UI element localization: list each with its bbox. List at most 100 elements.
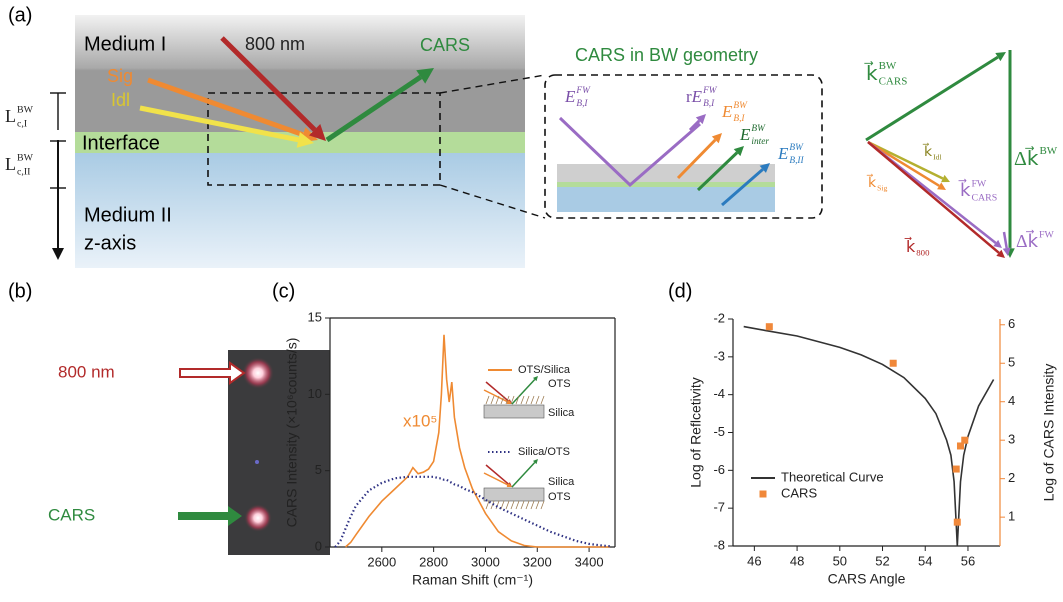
hatch <box>520 500 525 510</box>
legend-label: OTS <box>548 378 571 390</box>
base: E <box>721 102 733 121</box>
zoom-box <box>207 92 441 186</box>
base: E <box>691 87 703 106</box>
base: E <box>777 144 789 163</box>
interface-label: Interface <box>82 132 160 154</box>
superscript: BW <box>751 124 766 134</box>
y-tick-label: -2 <box>713 310 725 325</box>
y-tick-label: -6 <box>713 462 725 477</box>
arrow-head <box>996 249 1005 258</box>
arrow <box>676 138 717 180</box>
arrow-head <box>416 68 434 84</box>
arrow <box>867 141 1000 254</box>
y-tick-label: 0 <box>315 538 322 553</box>
subscript: CARS <box>971 193 997 204</box>
arrow-head <box>296 132 314 148</box>
superscript: BW <box>879 60 897 72</box>
data-line <box>334 475 610 548</box>
panel-tag: (a) <box>8 4 32 26</box>
y-tick-label: -7 <box>713 500 725 515</box>
subscript: B,I <box>576 99 588 109</box>
data-point <box>953 518 961 526</box>
layer-label: Silica <box>548 476 575 488</box>
x-axis-label: CARS Angle <box>828 571 906 587</box>
arrow-head <box>995 52 1006 62</box>
arrow <box>511 379 536 405</box>
data-point <box>952 465 960 473</box>
subscript: c,I <box>17 119 27 130</box>
arrow <box>696 151 739 192</box>
panel-tag: (d) <box>668 280 692 302</box>
pointer-arrow <box>179 361 246 385</box>
math-label: rE <box>686 87 703 106</box>
arrow <box>867 140 944 180</box>
x-tick-label: 52 <box>875 553 889 568</box>
data-line <box>743 325 995 547</box>
x-tick-label: 46 <box>747 553 761 568</box>
hatch <box>500 395 505 405</box>
arrow <box>1002 231 1008 249</box>
y2-tick-label: 4 <box>1008 393 1015 408</box>
subscript: Idl <box>933 153 942 162</box>
hatch <box>535 395 540 405</box>
medium-label: Medium II <box>84 204 172 226</box>
superscript: FW <box>971 179 986 190</box>
y2-tick-label: 2 <box>1008 470 1015 485</box>
y-axis-label: CARS Intensity (×10⁶counts/s) <box>284 338 300 528</box>
superscript: BW <box>17 105 34 116</box>
arrow <box>485 381 509 402</box>
hatch <box>530 500 535 510</box>
hatch <box>510 395 515 405</box>
subscript: Sig <box>877 184 887 193</box>
subscript: B,II <box>789 156 804 166</box>
layer-label: Silica <box>548 407 575 419</box>
inset-diagram <box>483 404 545 502</box>
arrow-head <box>532 376 538 382</box>
hatch <box>495 500 500 510</box>
x-tick-label: 3000 <box>471 554 500 569</box>
hatch <box>505 500 510 510</box>
panel-tag: (c) <box>272 280 295 302</box>
cars-label: CARS <box>48 505 95 524</box>
sig-label: Sig <box>107 66 133 86</box>
axis-label: z-axis <box>84 232 136 254</box>
arrow-head <box>733 146 744 157</box>
base: k⃗ <box>922 143 933 161</box>
x-tick-label: 3200 <box>523 554 552 569</box>
medium-label: Medium I <box>84 33 166 55</box>
math-label: k⃗ <box>866 174 877 192</box>
hatch <box>485 395 490 405</box>
arrow <box>511 462 536 488</box>
arrow-head <box>937 182 946 190</box>
inset-medium-2 <box>557 187 775 212</box>
arrow <box>483 389 509 403</box>
data-point <box>889 359 897 367</box>
layer-label: OTS <box>548 491 571 503</box>
arrow-head <box>532 459 538 465</box>
prefix: r <box>686 87 692 106</box>
x-axis-label: Raman Shift (cm⁻¹) <box>412 572 533 588</box>
superscript: BW <box>789 143 804 153</box>
math-label: k⃗ <box>864 60 878 85</box>
arrow-head <box>506 482 512 487</box>
idl-label: Idl <box>111 90 130 110</box>
math-label: L <box>5 154 16 174</box>
y-axis-label: Log of Reflcetivity <box>688 377 704 488</box>
hatch <box>505 395 510 405</box>
hatch <box>510 500 515 510</box>
y-tick-label: 15 <box>308 309 322 324</box>
base: Δk⃗ <box>1016 230 1039 251</box>
legend-label: Silica/OTS <box>518 446 570 458</box>
math-label: k⃗ <box>922 143 933 161</box>
y-tick-label: 5 <box>315 462 322 477</box>
cars-label: CARS <box>420 35 470 55</box>
x-tick-label: 54 <box>918 553 932 568</box>
y-tick-label: 10 <box>308 386 322 401</box>
hatch <box>540 395 545 405</box>
subscript: inter <box>751 137 769 147</box>
arrow <box>721 168 764 207</box>
arrow-head <box>695 114 706 125</box>
arrow <box>139 105 299 143</box>
arrow <box>220 36 317 132</box>
